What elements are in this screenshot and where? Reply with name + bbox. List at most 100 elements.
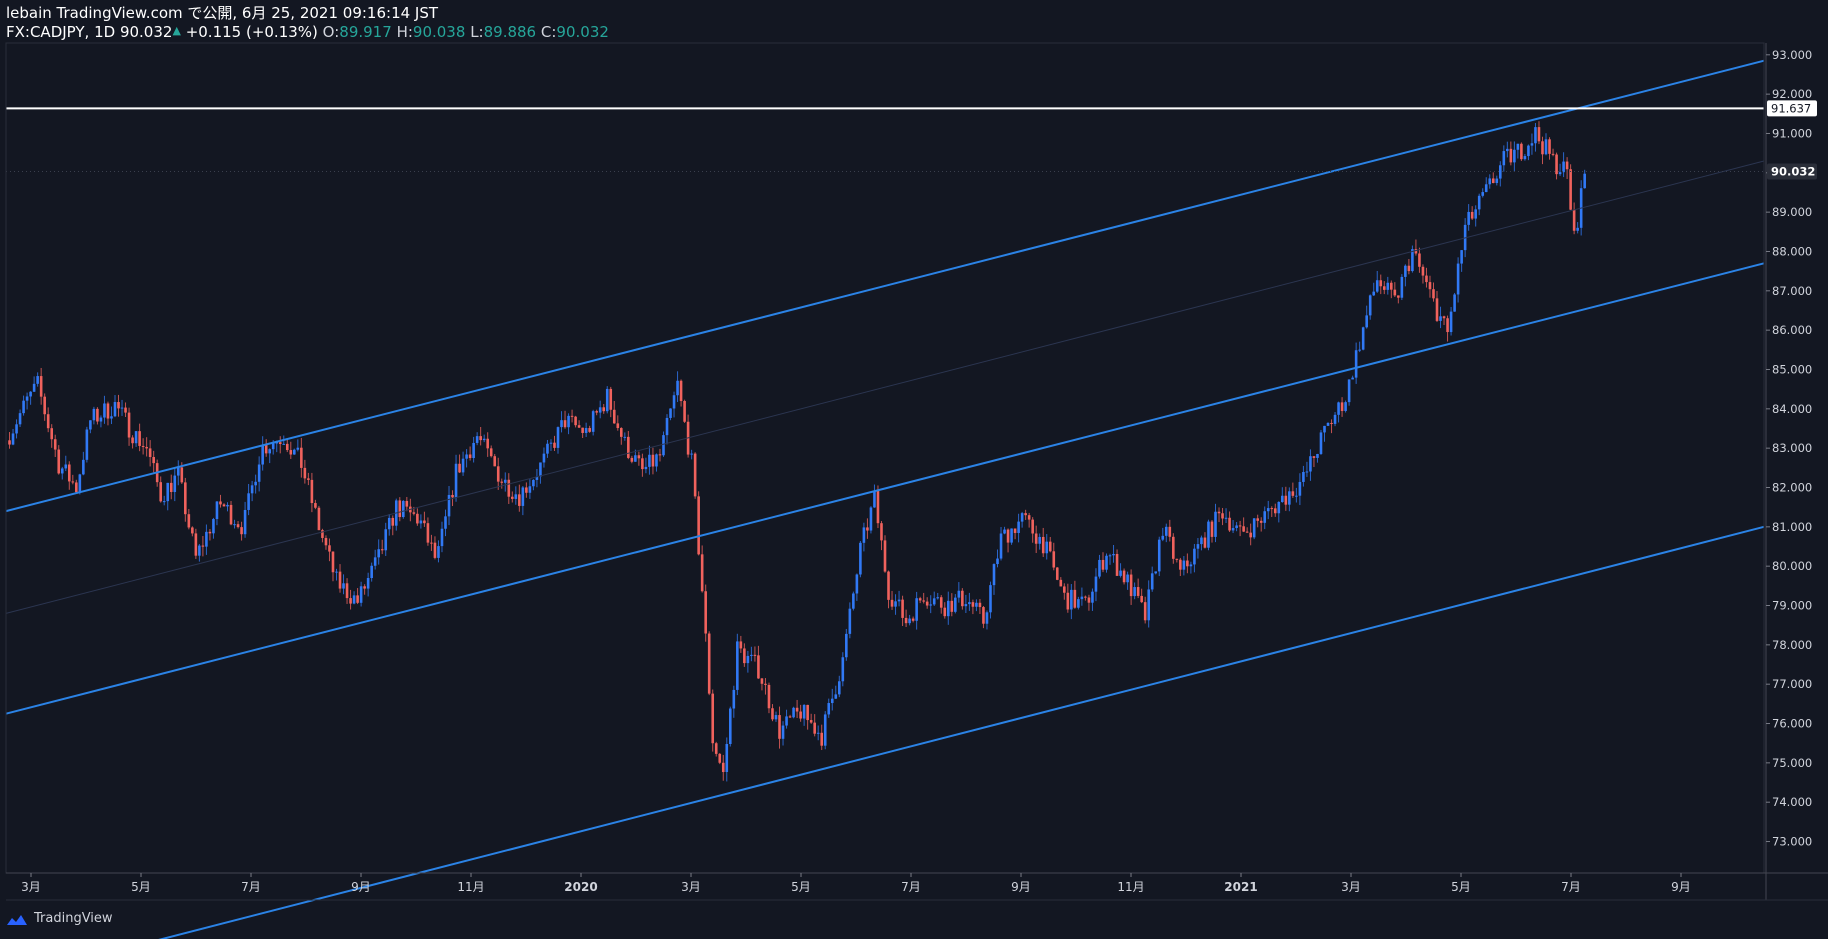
candle-body bbox=[1351, 377, 1354, 380]
candle-body bbox=[324, 537, 328, 546]
candle-body bbox=[215, 501, 219, 520]
y-tick-label: 77.000 bbox=[1772, 677, 1812, 691]
candle-body bbox=[352, 595, 356, 604]
candle-body bbox=[532, 479, 535, 487]
y-tick-label: 73.000 bbox=[1772, 835, 1812, 849]
candle-body bbox=[1228, 517, 1231, 531]
candle-body bbox=[1161, 535, 1165, 540]
candle-body bbox=[1474, 209, 1477, 219]
channel-line-2[interactable] bbox=[5, 262, 1765, 715]
candle-body bbox=[1340, 402, 1344, 411]
candle-body bbox=[1312, 456, 1316, 458]
candle-body bbox=[208, 531, 212, 534]
candle-body bbox=[1031, 519, 1034, 534]
level-price-tag[interactable] bbox=[1767, 100, 1817, 117]
candle-body bbox=[247, 493, 250, 510]
candle-body bbox=[289, 450, 293, 455]
candle-body bbox=[690, 453, 693, 455]
price-axis[interactable]: 93.00092.00091.00090.00089.00088.00087.0… bbox=[1766, 48, 1817, 849]
candle-body bbox=[349, 598, 352, 604]
candle-body bbox=[1126, 574, 1129, 583]
candle-body bbox=[254, 481, 257, 486]
candle-body bbox=[570, 415, 574, 417]
candle-body bbox=[1428, 282, 1432, 290]
candle-body bbox=[402, 500, 405, 518]
x-tick-label: 2020 bbox=[564, 880, 597, 894]
low-value: 89.886 bbox=[483, 23, 537, 41]
candle-body bbox=[901, 599, 904, 618]
candle-body bbox=[1354, 350, 1358, 378]
candle-body bbox=[1203, 537, 1207, 548]
channel-line-1[interactable] bbox=[5, 59, 1765, 513]
candle-body bbox=[64, 464, 68, 469]
candle-body bbox=[1460, 250, 1463, 264]
candle-body bbox=[1070, 589, 1073, 610]
symbol-label: FX:CADJPY, 1D 90.032 bbox=[6, 23, 173, 41]
candle-body bbox=[1027, 515, 1031, 520]
candle-body bbox=[1558, 172, 1562, 175]
candle-body bbox=[507, 479, 511, 497]
candle-body bbox=[458, 463, 461, 473]
candle-body bbox=[1400, 276, 1404, 298]
candle-body bbox=[1569, 169, 1572, 210]
channel-line-3[interactable] bbox=[6, 525, 1765, 939]
candle-body bbox=[806, 704, 809, 721]
candle-body bbox=[869, 507, 873, 531]
candle-body bbox=[296, 447, 300, 450]
candle-body bbox=[1256, 518, 1259, 521]
candles-layer bbox=[8, 121, 1586, 782]
candle-body bbox=[405, 500, 409, 507]
candle-body bbox=[454, 463, 458, 498]
candle-body bbox=[243, 509, 247, 535]
candle-body bbox=[736, 641, 739, 690]
candle-body bbox=[1080, 596, 1084, 600]
tradingview-logo-icon bbox=[7, 914, 27, 925]
candle-body bbox=[1238, 525, 1242, 527]
candle-body bbox=[159, 482, 163, 502]
candle-body bbox=[46, 414, 50, 429]
candle-body bbox=[496, 466, 500, 482]
candle-body bbox=[71, 481, 75, 483]
candle-body bbox=[387, 517, 391, 530]
x-tick-label: 7月 bbox=[241, 880, 261, 894]
candle-body bbox=[145, 446, 148, 449]
candle-body bbox=[423, 520, 426, 524]
candle-body bbox=[444, 516, 447, 529]
candle-body bbox=[904, 617, 908, 624]
channel-midline[interactable] bbox=[5, 160, 1765, 614]
x-tick-label: 9月 bbox=[1671, 880, 1691, 894]
candle-body bbox=[1245, 531, 1249, 533]
y-tick-label: 82.000 bbox=[1772, 481, 1812, 495]
candle-body bbox=[124, 407, 127, 413]
candle-body bbox=[184, 482, 187, 515]
candle-body bbox=[1063, 586, 1066, 593]
candle-body bbox=[1481, 192, 1485, 196]
candle-body bbox=[1098, 559, 1101, 577]
footer-brand[interactable]: TradingView bbox=[6, 911, 113, 926]
candle-body bbox=[1186, 560, 1189, 567]
candle-body bbox=[897, 599, 901, 602]
candle-body bbox=[978, 602, 982, 608]
x-tick-label: 3月 bbox=[21, 880, 41, 894]
candle-body bbox=[845, 633, 848, 658]
candle-body bbox=[1263, 511, 1267, 523]
candle-body bbox=[750, 654, 753, 656]
last-price-tag[interactable] bbox=[1767, 163, 1817, 180]
candle-body bbox=[261, 444, 264, 465]
candle-body bbox=[1583, 173, 1586, 189]
candle-body bbox=[739, 641, 743, 649]
candle-body bbox=[704, 591, 707, 634]
x-tick-label: 9月 bbox=[351, 880, 371, 894]
candle-body bbox=[398, 500, 402, 518]
candle-body bbox=[539, 462, 542, 477]
candle-body bbox=[1368, 295, 1372, 316]
time-axis[interactable]: 3月 5月 7月 9月 11月 2020 3月 5月 7月 9月 11月 2021 3月 5月 7月 9月 bbox=[21, 873, 1691, 894]
candle-body bbox=[820, 732, 824, 746]
trendlines-layer[interactable] bbox=[5, 59, 1765, 939]
chart-frame bbox=[5, 42, 1828, 901]
candle-body bbox=[461, 458, 465, 473]
candle-body bbox=[162, 501, 166, 503]
x-tick-label: 3月 bbox=[681, 880, 701, 894]
candle-body bbox=[303, 467, 307, 479]
